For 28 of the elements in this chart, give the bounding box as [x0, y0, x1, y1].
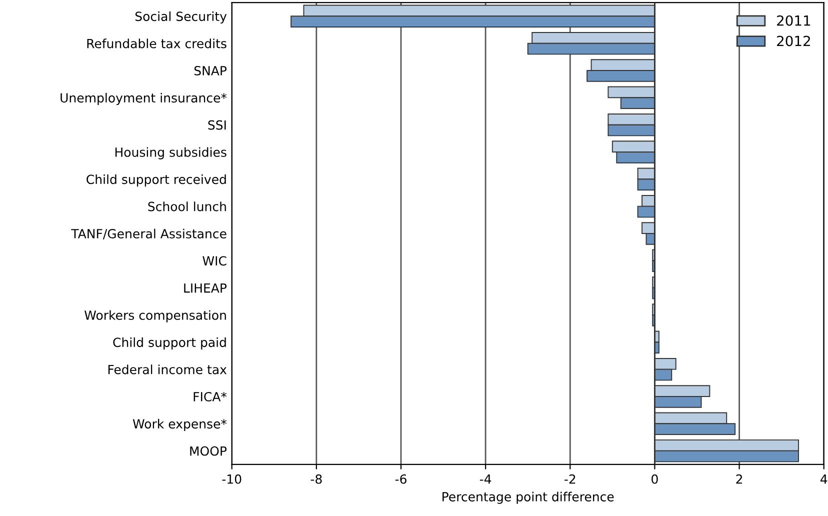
y-tick-label: Workers compensation: [84, 310, 226, 322]
legend-label: 2012: [777, 36, 810, 46]
y-tick-label: School lunch: [148, 202, 226, 212]
x-tick-label: 4: [820, 474, 828, 484]
y-tick-label: Refundable tax credits: [87, 38, 226, 48]
legend-label: 2011: [777, 15, 810, 26]
y-tick-label: Federal income tax: [108, 364, 227, 374]
y-tick-label: Social Security: [135, 11, 227, 24]
x-tick-label: -4: [480, 474, 492, 484]
y-tick-label: Unemployment insurance*: [60, 92, 227, 106]
y-tick-label: Work expense*: [132, 418, 227, 431]
y-tick-label: MOOP: [190, 446, 227, 456]
x-axis-title: Percentage point difference: [442, 492, 614, 504]
y-tick-label: Child support received: [86, 174, 226, 187]
x-tick-label: -10: [222, 474, 242, 484]
y-tick-label: FICA*: [194, 392, 227, 402]
y-tick-label: LIHEAP: [184, 283, 227, 293]
y-tick-label: Housing subsidies: [115, 147, 226, 160]
y-tick-label: SNAP: [194, 66, 227, 76]
y-tick-label: Child support paid: [113, 337, 226, 350]
x-tick-label: 2: [736, 474, 742, 484]
x-tick-label: -8: [310, 474, 322, 484]
x-tick-label: -6: [395, 474, 406, 484]
x-tick-label: 0: [652, 474, 658, 484]
y-tick-label: SSI: [208, 120, 226, 130]
x-tick-label: -2: [564, 474, 576, 484]
y-tick-label: TANF/General Assistance: [71, 228, 226, 240]
y-tick-label: WIC: [202, 256, 226, 266]
